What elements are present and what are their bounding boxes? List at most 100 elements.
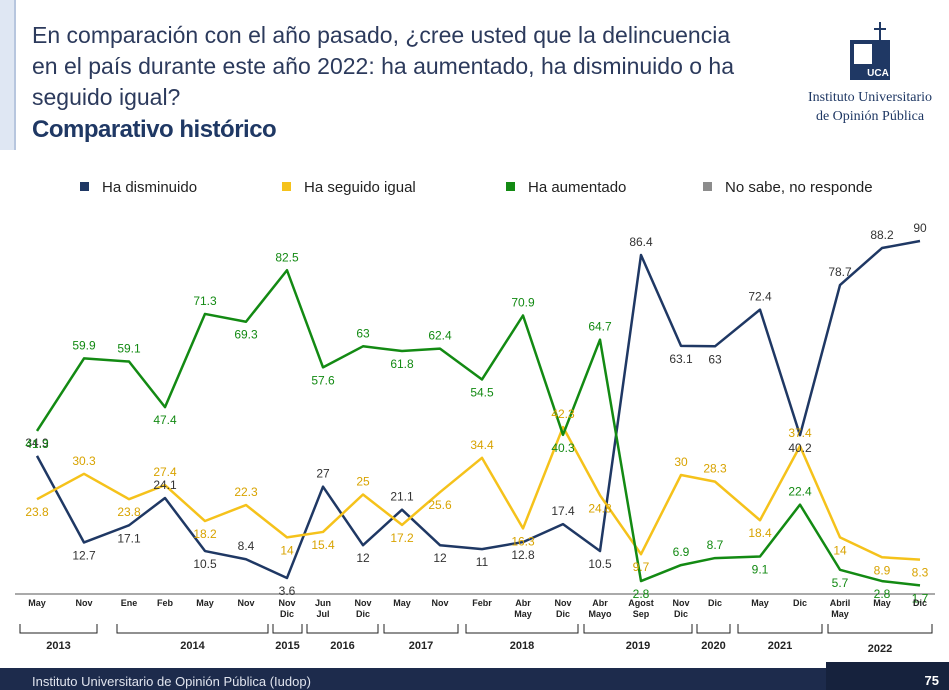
x-tick-label: Nov: [75, 598, 93, 608]
value-label: 22.3: [234, 485, 258, 499]
logo-line: Instituto Universitario: [807, 90, 933, 105]
value-label: 70.9: [511, 295, 535, 309]
value-label: 64.7: [588, 320, 612, 334]
value-label: 17.1: [117, 531, 141, 545]
x-tick-label: Abr Mayo: [588, 598, 612, 619]
value-label: 27: [316, 467, 330, 481]
legend-swatch: [80, 182, 89, 191]
legend-swatch: [282, 182, 291, 191]
series-line: [35, 239, 921, 580]
value-label: 27.4: [153, 465, 177, 479]
legend-label: No sabe, no responde: [725, 179, 873, 196]
value-label: 17.4: [551, 504, 575, 518]
value-label: 37.4: [788, 426, 812, 440]
x-tick-label: Nov Dic: [554, 598, 572, 619]
x-tick-label: Nov Dic: [278, 598, 296, 619]
legend-label: Ha aumentado: [528, 179, 626, 196]
legend-label: Ha disminuido: [102, 179, 197, 196]
x-tick-label: Abr May: [514, 598, 532, 619]
value-label: 8.3: [912, 566, 929, 580]
year-bracket: [465, 624, 579, 634]
value-label: 15.4: [311, 538, 335, 552]
year-bracket: [583, 624, 693, 634]
series-line: [36, 425, 921, 561]
value-label: 30: [674, 455, 688, 469]
value-label: 18.4: [748, 526, 772, 540]
value-label: 25.6: [428, 498, 452, 512]
value-label: 82.5: [275, 250, 299, 264]
legend-swatch: [703, 182, 712, 191]
year-bracket: [696, 624, 731, 634]
value-label: 63: [708, 352, 722, 366]
title-line: en el país durante este año 2022: ha aum…: [32, 53, 735, 79]
value-label: 23.8: [25, 505, 49, 519]
footer: [0, 668, 949, 690]
value-label: 88.2: [870, 228, 894, 242]
value-label: 57.6: [311, 373, 335, 387]
value-label: 72.4: [748, 290, 772, 304]
value-label: 47.4: [153, 413, 177, 427]
subtitle: Comparativo histórico: [32, 116, 277, 143]
x-tick-label: May: [196, 598, 214, 608]
value-label: 54.5: [470, 385, 494, 399]
value-label: 71.3: [193, 294, 217, 308]
page-number-box: 75: [826, 662, 949, 690]
x-tick-label: Nov Dic: [354, 598, 372, 619]
value-label: 12: [356, 551, 370, 565]
value-label: 30.3: [72, 454, 96, 468]
value-label: 22.4: [788, 485, 812, 499]
x-tick-label: Ene: [120, 598, 138, 608]
value-label: 21.1: [390, 490, 414, 504]
value-label: 63.1: [669, 352, 693, 366]
x-tick-label: May: [873, 598, 891, 608]
series-line: [35, 269, 921, 587]
logo-mark: UCA: [867, 68, 889, 79]
value-label: 11: [476, 555, 489, 569]
x-tick-label: May: [393, 598, 411, 608]
year-bracket: [19, 624, 98, 634]
value-label: 24.8: [588, 501, 612, 515]
x-tick-label: Feb: [156, 598, 173, 608]
logo-text: Instituto Universitario de Opinión Públi…: [790, 88, 949, 126]
logo-line: de Opinión Pública: [815, 109, 925, 124]
value-label: 34.9: [25, 436, 49, 450]
value-label: 8.9: [874, 563, 891, 577]
year-label: 2016: [330, 640, 355, 652]
title-line: En comparación con el año pasado, ¿cree …: [32, 22, 731, 48]
year-label: 2018: [509, 640, 535, 652]
value-label: 12.7: [72, 548, 96, 562]
value-label: 25: [356, 475, 370, 489]
value-label: 5.7: [832, 576, 849, 590]
value-label: 69.3: [234, 328, 258, 342]
value-label: 62.4: [428, 329, 452, 343]
value-label: 90: [913, 221, 927, 235]
title: En comparación con el año pasado, ¿cree …: [32, 20, 734, 113]
x-tick-label: Agost Sep: [628, 598, 654, 619]
legend-label: Ha seguido igual: [304, 179, 416, 196]
accent-bar: [0, 0, 16, 150]
value-label: 23.8: [117, 505, 141, 519]
x-tick-label: Nov: [431, 598, 449, 608]
value-label: 2.8: [874, 587, 891, 601]
year-bracket: [383, 624, 459, 634]
page-number: 75: [924, 673, 939, 688]
value-label: 14: [280, 543, 294, 557]
value-label: 8.4: [238, 539, 255, 553]
x-tick-label: Dic: [792, 598, 807, 608]
value-label: 59.9: [72, 338, 96, 352]
value-label: 16.3: [511, 534, 535, 548]
value-label: 40.2: [788, 441, 812, 455]
value-label: 9.1: [752, 563, 769, 577]
logo-box: [854, 44, 872, 64]
value-label: 14: [833, 543, 847, 557]
value-label: 6.9: [673, 545, 690, 559]
value-label: 28.3: [703, 462, 727, 476]
value-label: 63: [356, 326, 370, 340]
value-label: 1.7: [912, 591, 929, 605]
x-tick-label: Nov Dic: [672, 598, 690, 619]
year-label: 2014: [180, 640, 205, 652]
value-label: 3.6: [279, 584, 296, 598]
value-label: 78.7: [828, 265, 852, 279]
